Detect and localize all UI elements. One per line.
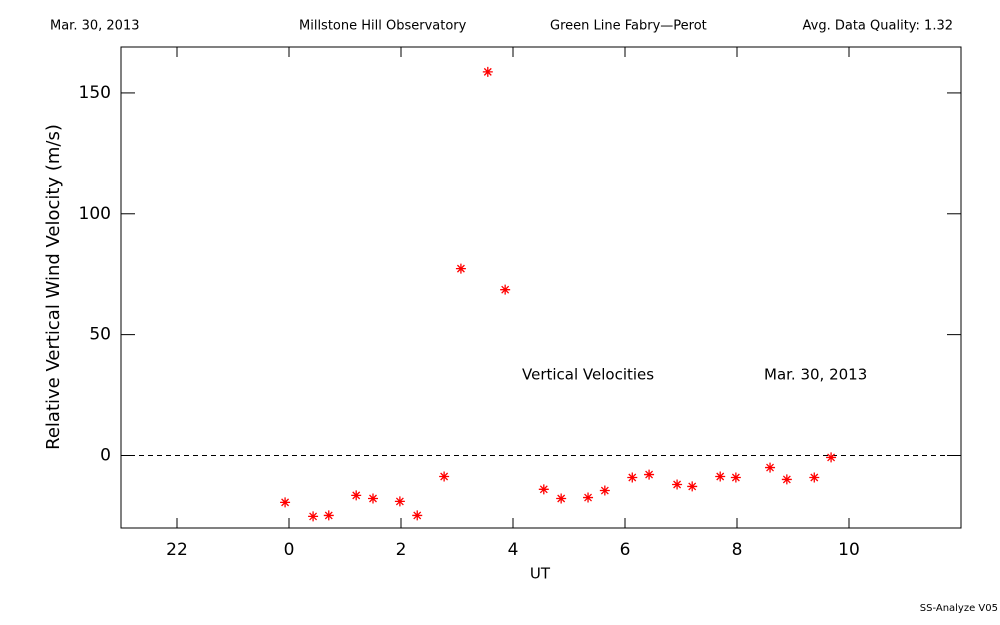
- point: [644, 469, 655, 480]
- x-tick-label: 6: [620, 540, 631, 560]
- annotation: Vertical Velocities: [522, 366, 654, 384]
- point: [500, 284, 511, 295]
- header-date: Mar. 30, 2013: [50, 19, 140, 34]
- point: [538, 484, 549, 495]
- point: [482, 66, 493, 77]
- header-observatory: Millstone Hill Observatory: [299, 19, 467, 34]
- annotation: Mar. 30, 2013: [764, 366, 867, 384]
- y-tick-label: 100: [79, 204, 111, 224]
- point: [715, 471, 726, 482]
- point: [412, 510, 423, 521]
- point: [730, 472, 741, 483]
- point: [394, 496, 405, 507]
- point: [599, 485, 610, 496]
- x-tick-label: 22: [166, 540, 188, 560]
- y-tick-label: 50: [89, 325, 111, 345]
- point: [627, 472, 638, 483]
- point: [781, 474, 792, 485]
- footer: SS-Analyze V05: [920, 603, 998, 614]
- point: [672, 479, 683, 490]
- point: [351, 490, 362, 501]
- point: [323, 510, 334, 521]
- header-quality: Avg. Data Quality: 1.32: [803, 19, 953, 34]
- point: [368, 493, 378, 504]
- point: [826, 452, 837, 463]
- x-tick-label: 4: [508, 540, 519, 560]
- x-tick-label: 10: [838, 540, 860, 560]
- point: [455, 263, 466, 274]
- point: [439, 471, 450, 482]
- point: [809, 472, 820, 483]
- x-tick-label: 2: [396, 540, 407, 560]
- x-tick-label: 0: [284, 540, 295, 560]
- x-tick-label: 8: [732, 540, 743, 560]
- y-tick-label: 0: [100, 445, 111, 465]
- point: [765, 462, 776, 473]
- point: [556, 493, 567, 504]
- ylabel: Relative Vertical Wind Velocity (m/s): [43, 124, 64, 450]
- header-instrument: Green Line Fabry—Perot: [550, 19, 707, 34]
- point: [583, 492, 594, 503]
- y-tick-label: 150: [79, 83, 111, 103]
- point: [280, 497, 291, 508]
- plot-frame: [120, 46, 962, 529]
- point: [687, 481, 698, 492]
- xlabel: UT: [530, 565, 551, 583]
- point: [308, 511, 319, 522]
